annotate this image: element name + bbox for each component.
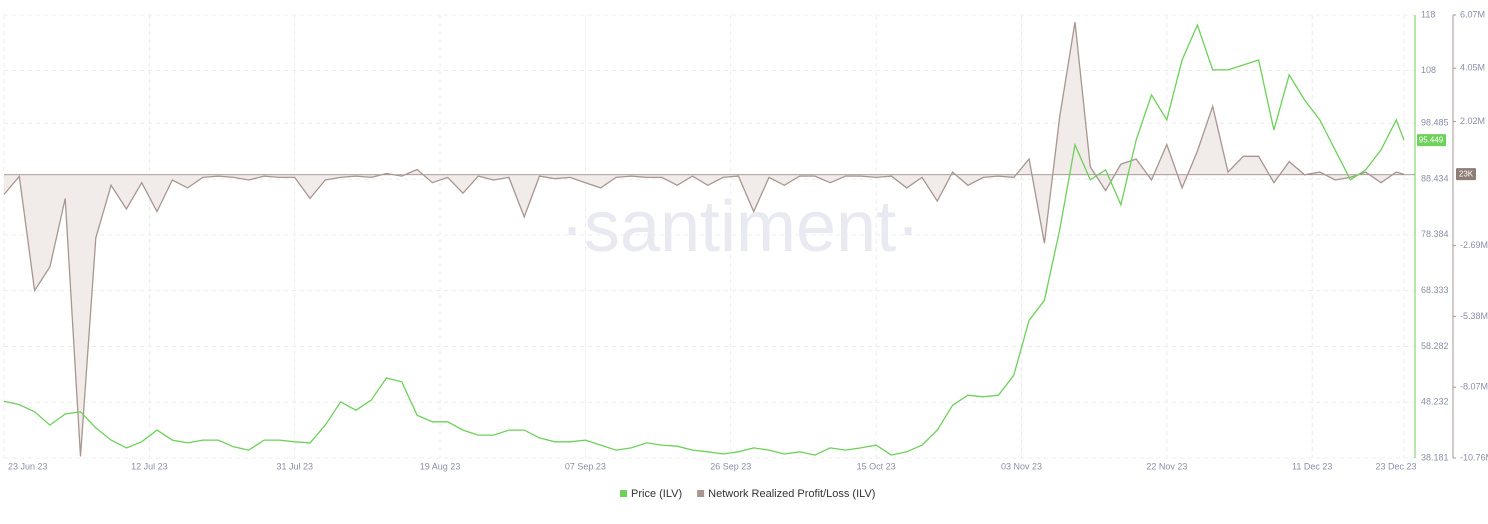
x-tick-label: 19 Aug 23 — [420, 461, 461, 471]
legend-swatch — [620, 490, 627, 497]
x-tick-label: 07 Sep 23 — [565, 461, 606, 471]
x-tick-label: 03 Nov 23 — [1001, 461, 1042, 471]
y2-tick-label: -5.38M — [1460, 311, 1488, 321]
series-line — [3, 21, 1405, 457]
y-tick-label: 118 — [1421, 9, 1435, 19]
y2-tick-label: -10.76M — [1460, 452, 1488, 462]
legend-label: Network Realized Profit/Loss (ILV) — [708, 488, 875, 500]
y2-tick-label: 4.05M — [1460, 63, 1485, 73]
x-tick-label: 15 Oct 23 — [857, 461, 896, 471]
y2-tick-label: 2.02M — [1460, 116, 1485, 126]
x-tick-label: 22 Nov 23 — [1146, 461, 1187, 471]
legend-swatch — [697, 490, 705, 497]
x-tick-label: 23 Jun 23 — [8, 461, 48, 471]
y-tick-label: 98.485 — [1421, 118, 1449, 128]
watermark: ·santiment· — [560, 187, 920, 267]
x-tick-label: 12 Jul 23 — [131, 461, 168, 471]
y-tick-label: 58.282 — [1421, 341, 1449, 351]
nrpl-badge-label: 23K — [1459, 169, 1474, 178]
y-tick-label: 48.232 — [1421, 397, 1449, 407]
y2-tick-label: 6.07M — [1460, 9, 1485, 19]
x-tick-label: 31 Jul 23 — [276, 461, 313, 471]
legend-label: Price (ILV) — [631, 488, 682, 500]
y-tick-label: 88.434 — [1421, 173, 1449, 183]
x-tick-label: 26 Sep 23 — [710, 461, 751, 471]
y2-tick-label: -2.69M — [1460, 240, 1488, 250]
y-tick-label: 108 — [1421, 65, 1436, 75]
price-badge — [1417, 134, 1446, 147]
y-tick-label: 68.333 — [1421, 285, 1449, 295]
price-badge-label: 95.449 — [1419, 135, 1444, 144]
nrpl-badge — [1456, 168, 1476, 181]
y2-tick-label: -8.07M — [1460, 382, 1488, 392]
x-tick-label: 23 Dec 23 — [1375, 461, 1416, 471]
y-tick-label: 38.181 — [1421, 452, 1449, 462]
series-line — [3, 23, 1405, 456]
legend: Price (ILV) Network Realized Profit/Loss … — [620, 488, 875, 500]
y-tick-label: 78.384 — [1421, 229, 1449, 239]
x-tick-label: 11 Dec 23 — [1292, 461, 1332, 471]
